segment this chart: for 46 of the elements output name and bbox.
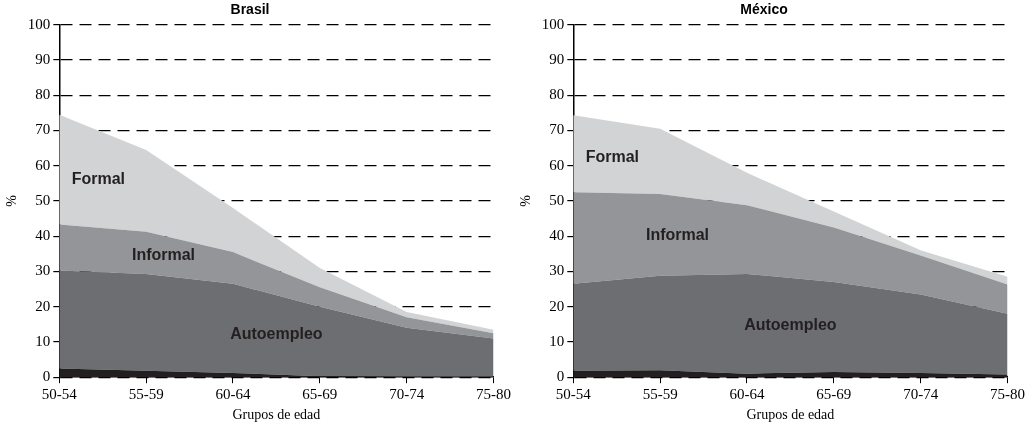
- y-tick-label: 10: [549, 332, 565, 349]
- x-tick-label: 70-74: [389, 386, 425, 403]
- x-tick-label: 65-69: [302, 386, 338, 403]
- x-tick-label: 60-64: [729, 386, 765, 403]
- y-tick-label: 60: [35, 156, 51, 173]
- y-tick-label: 0: [42, 368, 51, 385]
- series-label: Autoempleo: [744, 315, 837, 333]
- y-tick-label: 40: [35, 227, 51, 244]
- x-tick-label: 70-74: [903, 386, 939, 403]
- y-tick-label: 10: [35, 332, 51, 349]
- x-axis-title: Grupos de edad: [746, 407, 835, 423]
- x-tick-label: 55-59: [642, 386, 678, 403]
- y-axis-title: %: [4, 194, 20, 207]
- x-tick-label: 75-80: [476, 386, 511, 403]
- x-tick-label: 75-80: [990, 386, 1025, 403]
- y-tick-label: 100: [27, 15, 51, 32]
- y-tick-label: 20: [35, 297, 51, 314]
- x-tick-label: 65-69: [816, 386, 852, 403]
- x-tick-label: 50-54: [41, 386, 78, 403]
- y-tick-label: 90: [549, 50, 565, 67]
- y-tick-label: 60: [549, 156, 565, 173]
- y-tick-label: 70: [549, 121, 565, 138]
- x-tick-label: 55-59: [128, 386, 164, 403]
- chart-title: México: [740, 1, 788, 18]
- y-tick-label: 100: [541, 15, 565, 32]
- y-tick-label: 20: [549, 297, 565, 314]
- y-axis-title: %: [518, 194, 534, 207]
- x-axis-title: Grupos de edad: [232, 407, 321, 423]
- y-tick-label: 90: [35, 50, 51, 67]
- y-tick-label: 80: [549, 86, 565, 103]
- series-label: Informal: [131, 246, 196, 264]
- series-label: Formal: [585, 147, 640, 165]
- x-tick-label: 60-64: [215, 386, 251, 403]
- series-label: Formal: [71, 169, 126, 187]
- y-tick-label: 30: [35, 262, 51, 279]
- y-tick-label: 80: [35, 86, 51, 103]
- x-tick-label: 50-54: [555, 386, 592, 403]
- y-tick-label: 70: [35, 121, 51, 138]
- y-tick-label: 40: [549, 227, 565, 244]
- y-tick-label: 0: [556, 368, 565, 385]
- y-tick-label: 50: [35, 191, 51, 208]
- series-label: Informal: [645, 226, 710, 244]
- y-tick-label: 50: [549, 191, 565, 208]
- series-label: Autoempleo: [230, 325, 323, 343]
- chart-title: Brasil: [230, 1, 270, 18]
- y-tick-label: 30: [549, 262, 565, 279]
